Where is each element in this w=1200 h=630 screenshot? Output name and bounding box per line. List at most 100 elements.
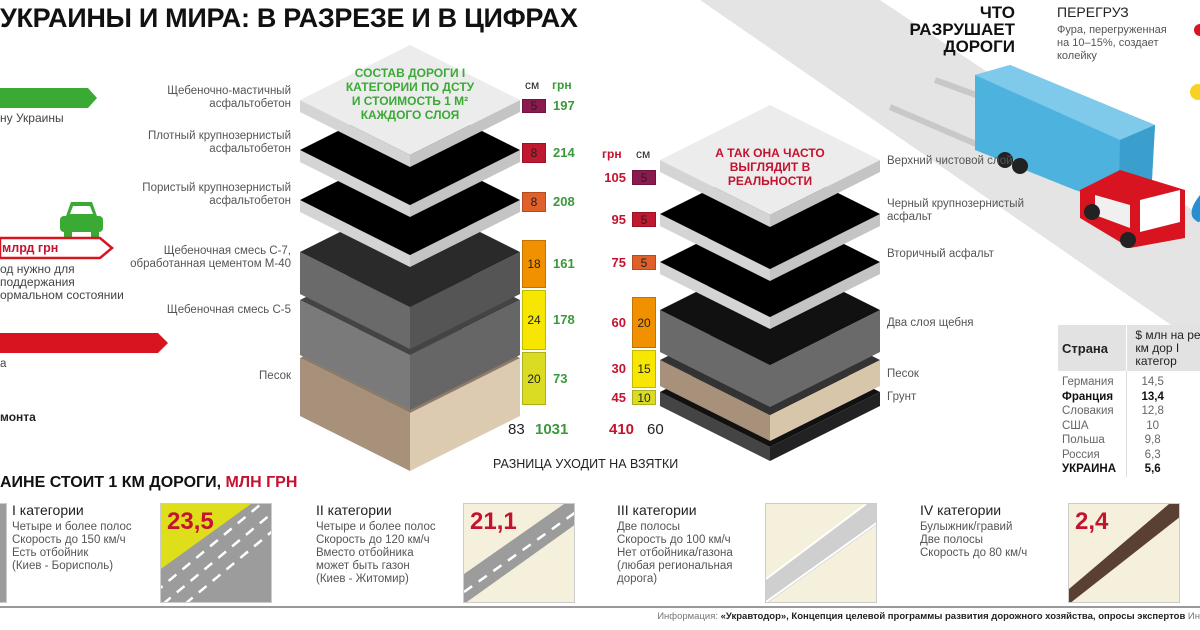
category-detail: (Киев - Борисполь): [12, 560, 114, 572]
category-detail: Вместо отбойника: [316, 547, 414, 559]
layer-right-face: [770, 392, 880, 461]
std-layer-label: Щебеночная смесь С-5: [166, 304, 291, 316]
red-outline-label: млрд грн: [2, 241, 59, 255]
bottom-divider: [0, 606, 1200, 608]
standard-stack-heading: СОСТАВ ДОРОГИ I КАТЕГОРИИ ПО ДСТУ И СТОИ…: [345, 66, 475, 122]
country-name: Польша: [1058, 433, 1128, 448]
road-image-2: 23,5: [160, 503, 272, 603]
col-country: Страна: [1058, 325, 1128, 371]
country-value: 6,3: [1144, 448, 1161, 461]
table-row: США 10: [1058, 418, 1200, 433]
table-row: Германия 14,5: [1058, 371, 1200, 390]
country-name: УКРАИНА: [1058, 462, 1128, 477]
layer-right-face: [410, 300, 520, 410]
std-layer-cm: 8: [522, 143, 546, 163]
category-card: III категории Две полосы Скорость до 100 к…: [617, 502, 757, 586]
country-value: 12,8: [1141, 405, 1164, 417]
country-name: Франция: [1058, 389, 1128, 404]
std-layer-grn: 197: [553, 98, 575, 113]
category-card: IV категории Булыжник/гравий Две полосы Ско…: [920, 502, 1060, 560]
real-layer-label: Два слоя щебня: [887, 317, 974, 329]
category-detail: Нет отбойника/газона: [617, 547, 733, 559]
layer-right-face: [410, 150, 520, 217]
std-layer-grn: 161: [553, 256, 575, 271]
category-detail: Четыре и более полос: [12, 521, 132, 533]
layer-left-face: [660, 262, 770, 329]
std-layer-label: Песок: [259, 370, 291, 382]
layer-right-face: [770, 262, 880, 329]
real-layer-label: Вторичный асфальт: [887, 248, 994, 260]
green-caption: ну Украины: [0, 111, 64, 125]
country-name: Германия: [1058, 371, 1128, 390]
caption-line: од нужно для: [0, 262, 75, 276]
category-card: I категории Четыре и более полос Скорость …: [12, 502, 152, 573]
table-row: УКРАИНА 5,6: [1058, 462, 1200, 477]
layer-left-face: [300, 150, 410, 217]
layer-right-face: [770, 360, 880, 441]
source-suffix: Ин: [1185, 611, 1200, 622]
road-cross-sections: [300, 45, 880, 471]
caption-line: поддержания: [0, 275, 75, 289]
destroys-heading: ЧТО РАЗРУШАЕТ ДОРОГИ: [909, 3, 1015, 56]
std-layer-cm: 8: [522, 192, 546, 212]
category-title: III категории: [617, 502, 697, 518]
road-surface: [700, 0, 1200, 345]
category-title: II категории: [316, 502, 392, 518]
country-name: Россия: [1058, 447, 1128, 462]
std-total-grn: 1031: [535, 421, 569, 438]
real-layer-label: Песок: [887, 368, 919, 380]
bold-caption: монта: [0, 410, 36, 424]
real-layer-cm: 5: [632, 170, 656, 185]
layer-left-face: [660, 392, 770, 461]
layer-top-face: [300, 45, 520, 155]
category-detail: Скорость до 120 км/ч: [316, 534, 430, 546]
real-layer-cm: 5: [632, 255, 656, 270]
country-name: Словакия: [1058, 404, 1128, 419]
country-value: 9,8: [1144, 434, 1161, 446]
road-image-4: [765, 503, 877, 603]
left-indicators: [0, 88, 168, 353]
real-col-grn: грн: [602, 147, 622, 161]
real-layer-label: Грунт: [887, 391, 917, 403]
layer-left-face: [300, 300, 410, 410]
layer-right-face: [410, 100, 520, 167]
cost-value: 2,4: [1075, 508, 1109, 535]
real-stack-heading: А ТАК ОНА ЧАСТО ВЫГЛЯДИТ В РЕАЛЬНОСТИ: [715, 146, 825, 188]
real-total-grn: 410: [609, 421, 635, 438]
std-layer-cm: 5: [522, 99, 546, 113]
col-value: $ млн на ре 1 км дор I категор: [1135, 327, 1200, 368]
layer-right-face: [770, 160, 880, 227]
cost-value: 21,1: [470, 508, 517, 535]
red-bar-caption: а: [0, 358, 7, 370]
real-layer-grn: 30: [611, 361, 626, 376]
std-layer-label: Щебеночно-мастичный асфальтобетон: [167, 85, 291, 110]
layer-right-face: [770, 310, 880, 407]
table-row: Польша 9,8: [1058, 433, 1200, 448]
rut-mark: [888, 104, 992, 153]
cost-heading-unit: МЛН ГРН: [225, 474, 298, 491]
layer-left-face: [660, 214, 770, 281]
source-text: «Укравтодор», Концепция целевой программ…: [720, 611, 1186, 622]
overload-text: Фура, перегруженная на 10–15%, создает к…: [1057, 24, 1167, 62]
layer-left-face: [300, 100, 410, 167]
road-image-3: 21,1: [463, 503, 575, 603]
table-row: Франция 13,4: [1058, 389, 1200, 404]
std-layer-grn: 73: [553, 370, 568, 386]
overload-title: ПЕРЕГРУЗ: [1057, 4, 1129, 20]
std-layer-grn: 178: [553, 312, 575, 327]
red-outline-arrow: [0, 236, 114, 260]
red-warning-icon: [1194, 24, 1200, 36]
real-layer-cm: 20: [632, 297, 656, 348]
std-col-cm: см: [525, 78, 540, 92]
category-title: IV категории: [920, 502, 1002, 518]
category-detail: Булыжник/гравий: [920, 521, 1013, 533]
std-layer-grn: 208: [553, 194, 575, 209]
std-layer-grn: 214: [553, 145, 575, 160]
real-layer-grn: 105: [604, 169, 626, 185]
real-layer-label: Черный крупнозернистый асфальт: [887, 198, 1025, 223]
water-drop-icon: [1191, 195, 1200, 223]
category-detail: Скорость до 80 км/ч: [920, 547, 1028, 559]
category-detail: (Киев - Житомир): [316, 573, 409, 585]
category-detail: может быть газон: [316, 560, 410, 572]
